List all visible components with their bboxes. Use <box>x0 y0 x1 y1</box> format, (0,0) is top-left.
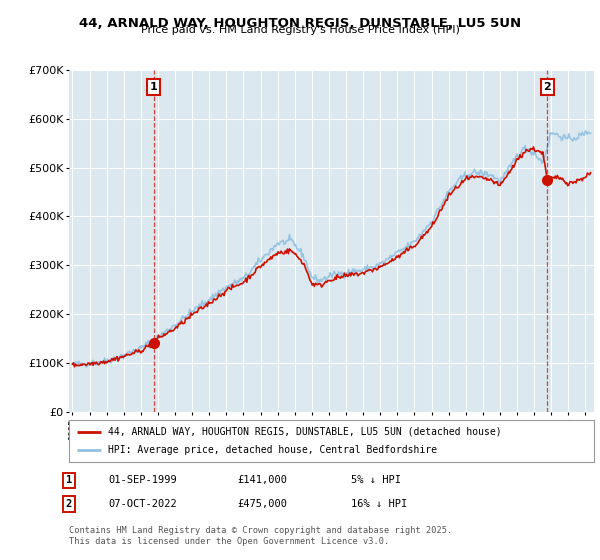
Text: 1: 1 <box>150 82 158 92</box>
Text: £475,000: £475,000 <box>237 499 287 509</box>
Text: 5% ↓ HPI: 5% ↓ HPI <box>351 475 401 486</box>
Text: 44, ARNALD WAY, HOUGHTON REGIS, DUNSTABLE, LU5 5UN: 44, ARNALD WAY, HOUGHTON REGIS, DUNSTABL… <box>79 17 521 30</box>
Text: 16% ↓ HPI: 16% ↓ HPI <box>351 499 407 509</box>
Text: HPI: Average price, detached house, Central Bedfordshire: HPI: Average price, detached house, Cent… <box>109 445 437 455</box>
Text: Contains HM Land Registry data © Crown copyright and database right 2025.
This d: Contains HM Land Registry data © Crown c… <box>69 526 452 546</box>
Text: Price paid vs. HM Land Registry's House Price Index (HPI): Price paid vs. HM Land Registry's House … <box>140 25 460 35</box>
Text: 2: 2 <box>66 499 72 509</box>
Text: 07-OCT-2022: 07-OCT-2022 <box>108 499 177 509</box>
Text: 2: 2 <box>544 82 551 92</box>
Text: 44, ARNALD WAY, HOUGHTON REGIS, DUNSTABLE, LU5 5UN (detached house): 44, ARNALD WAY, HOUGHTON REGIS, DUNSTABL… <box>109 427 502 437</box>
Text: 1: 1 <box>66 475 72 486</box>
Text: 01-SEP-1999: 01-SEP-1999 <box>108 475 177 486</box>
Text: £141,000: £141,000 <box>237 475 287 486</box>
